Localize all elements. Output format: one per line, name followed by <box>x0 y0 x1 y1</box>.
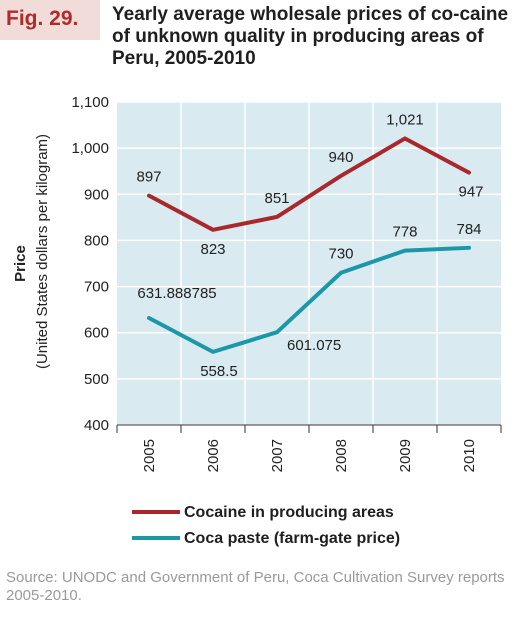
data-label: 601.075 <box>287 337 341 354</box>
x-tick-label: 2010 <box>461 439 478 472</box>
data-label: 940 <box>328 149 353 166</box>
series-line-cocaine <box>147 136 471 232</box>
source-note: Source: UNODC and Government of Peru, Co… <box>6 569 505 604</box>
data-label: 947 <box>458 184 483 201</box>
x-tick-label: 2008 <box>333 439 350 472</box>
y-tick-label: 500 <box>84 371 109 388</box>
data-label: 823 <box>200 241 225 258</box>
data-label: 730 <box>328 246 353 263</box>
legend-label-coca-paste: Coca paste (farm-gate price) <box>184 530 400 547</box>
line-chart: 400 500 600 700 800 900 1,000 1,100 2005 2006 2007… <box>12 94 502 547</box>
figure-number-badge: Fig. 29. <box>0 0 100 40</box>
y-tick-label: 900 <box>84 186 109 203</box>
x-tick-label: 2005 <box>141 439 158 472</box>
y-axis-title: Price <box>12 245 29 282</box>
y-tick-label: 1,100 <box>71 94 109 111</box>
y-tick-label: 1,000 <box>71 140 109 157</box>
data-label: 778 <box>392 224 417 241</box>
y-tick-label: 700 <box>84 279 109 296</box>
y-tick-label: 800 <box>84 232 109 249</box>
data-label: 631.888785 <box>137 285 216 302</box>
data-label: 1,021 <box>386 111 424 128</box>
x-tick-label: 2007 <box>269 439 286 472</box>
y-tick-label: 400 <box>84 417 109 434</box>
data-label: 558.5 <box>200 363 238 380</box>
x-tick-label: 2009 <box>397 439 414 472</box>
y-axis-subtitle: (United States dollars per kilogram) <box>34 134 51 369</box>
series-line-coca-paste <box>147 245 471 354</box>
legend-label-cocaine: Cocaine in producing areas <box>184 504 394 521</box>
data-label: 897 <box>136 169 161 186</box>
y-tick-label: 600 <box>84 325 109 342</box>
x-tick-label: 2006 <box>205 439 222 472</box>
chart-title: Yearly average wholesale prices of co-ca… <box>112 4 509 69</box>
data-label: 851 <box>264 190 289 207</box>
data-label: 784 <box>456 221 481 238</box>
